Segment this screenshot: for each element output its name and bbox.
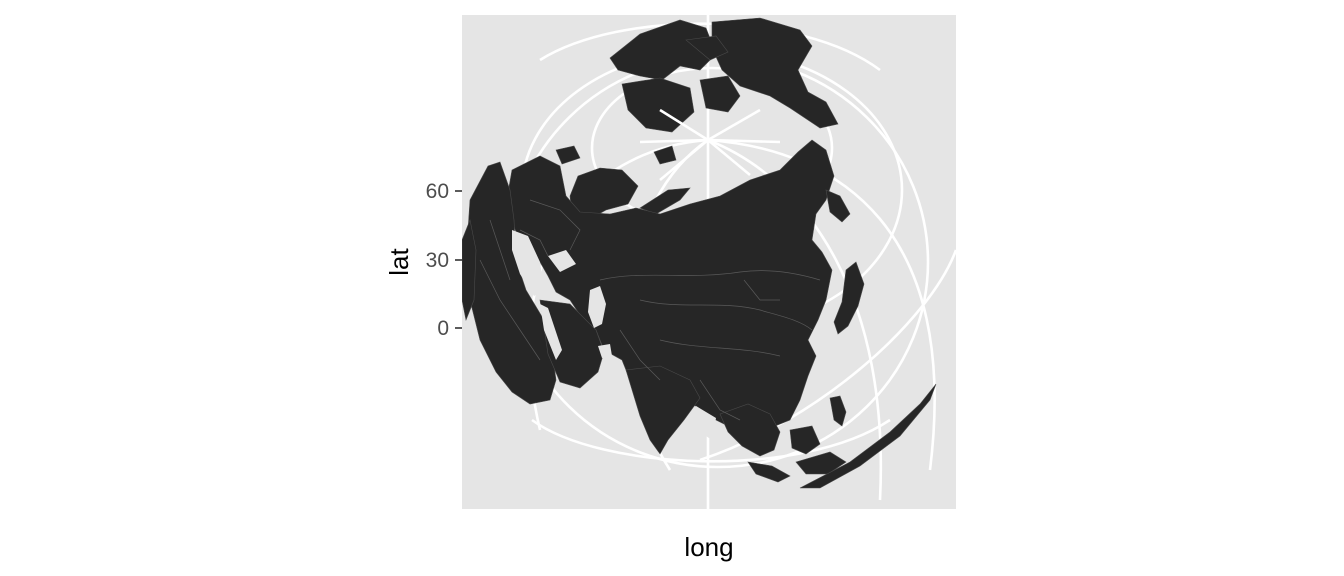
x-axis-title: long [684, 532, 733, 562]
y-axis: 60 30 0 lat [384, 180, 462, 340]
y-axis-title: lat [384, 247, 414, 275]
y-tick-label-0: 0 [437, 317, 449, 340]
y-tick-label-30: 30 [426, 249, 449, 272]
y-tick-label-60: 60 [426, 180, 449, 203]
